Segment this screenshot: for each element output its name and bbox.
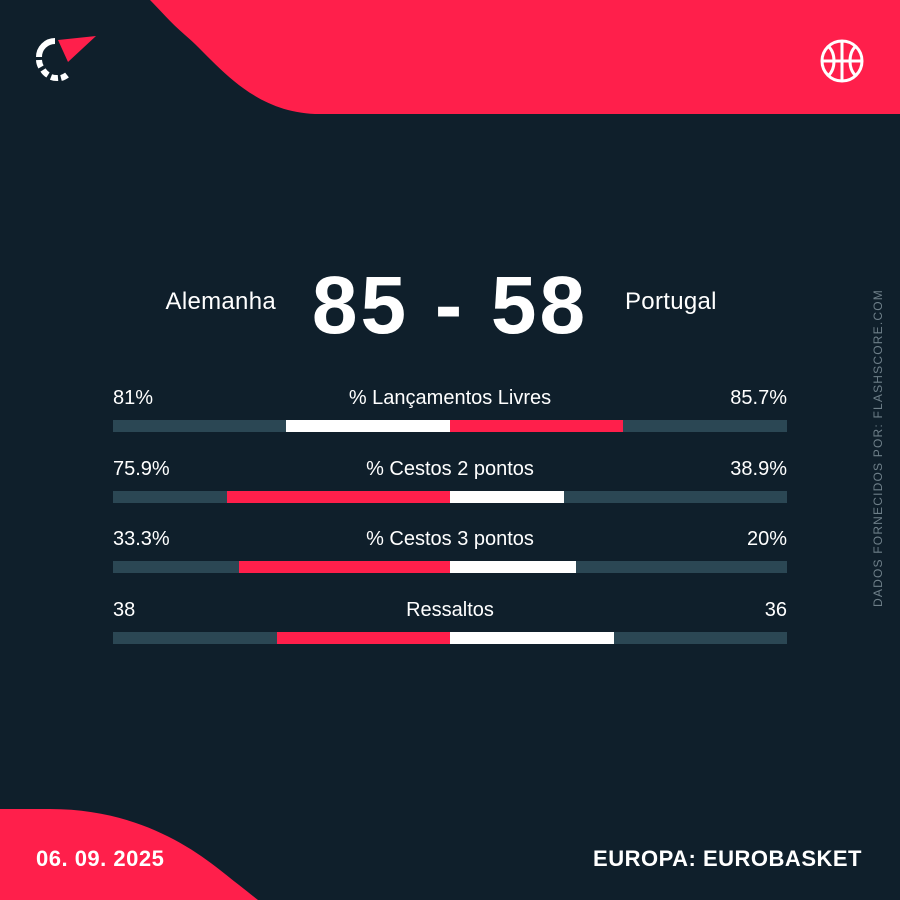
home-stat-bar (277, 632, 450, 644)
stat-bar-track (113, 632, 787, 644)
stat-label: Ressaltos (406, 599, 494, 621)
stat-row-rebounds: 38 Ressaltos 36 (113, 598, 787, 644)
away-stat-value: 85.7% (730, 387, 787, 409)
away-stat-value: 20% (746, 528, 787, 550)
stat-row-free-throws: 81% % Lançamentos Livres 85.7% (113, 386, 787, 432)
bottom-left-swoosh (0, 809, 258, 900)
away-team-name: Portugal (625, 288, 717, 315)
top-right-swoosh (150, 0, 900, 114)
basketball-icon (820, 39, 864, 83)
home-stat-bar (227, 491, 450, 503)
stat-bar-track (113, 491, 787, 503)
home-team-name: Alemanha (165, 288, 276, 315)
home-stat-value: 33.3% (113, 528, 170, 550)
away-stat-bar (450, 420, 623, 432)
stat-row-2pt-shots: 75.9% % Cestos 2 pontos 38.9% (113, 457, 787, 503)
stat-bar-track (113, 420, 787, 432)
away-stat-value: 38.9% (730, 458, 787, 480)
competition-name: EUROPA: EUROBASKET (593, 846, 862, 871)
stat-label: % Lançamentos Livres (348, 387, 552, 409)
stat-bar-track (113, 561, 787, 573)
stat-label: % Cestos 3 pontos (366, 528, 534, 550)
match-date: 06. 09. 2025 (36, 846, 165, 871)
data-provider-credit: DADOS FORNECIDOS POR: FLASHSCORE.COM (871, 289, 885, 607)
away-stat-bar (450, 632, 614, 644)
stat-row-3pt-shots: 33.3% % Cestos 3 pontos 20% (113, 527, 787, 573)
away-stat-value: 36 (764, 599, 787, 621)
final-score: 85 - 58 (311, 260, 589, 351)
stat-label: % Cestos 2 pontos (366, 458, 534, 480)
away-stat-bar (450, 561, 576, 573)
away-stat-bar (450, 491, 564, 503)
home-stat-value: 81% (113, 387, 154, 409)
flashscore-logo (36, 36, 96, 82)
home-stat-bar (239, 561, 450, 573)
home-stat-bar (286, 420, 450, 432)
home-stat-value: 75.9% (113, 458, 170, 480)
home-stat-value: 38 (113, 599, 136, 621)
